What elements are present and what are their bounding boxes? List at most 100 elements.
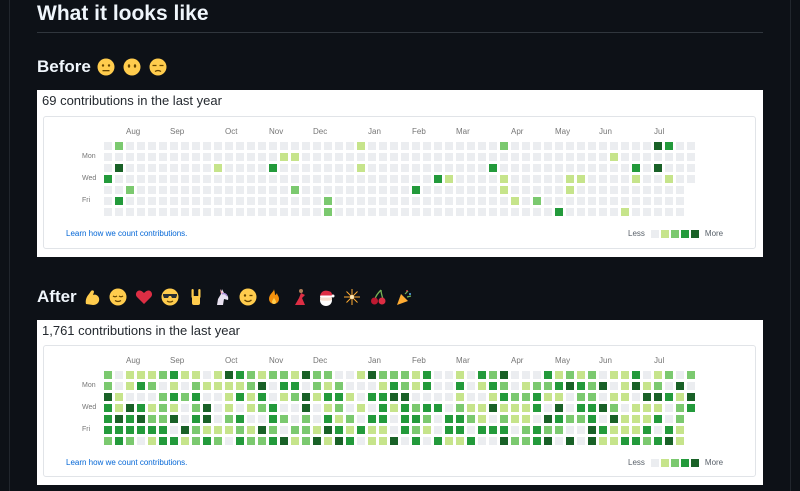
contribution-day-cell[interactable] bbox=[445, 437, 453, 445]
contribution-day-cell[interactable] bbox=[478, 208, 486, 216]
contribution-day-cell[interactable] bbox=[544, 142, 552, 150]
contribution-day-cell[interactable] bbox=[577, 175, 585, 183]
contribution-day-cell[interactable] bbox=[654, 371, 662, 379]
contribution-day-cell[interactable] bbox=[236, 142, 244, 150]
contribution-day-cell[interactable] bbox=[445, 153, 453, 161]
contribution-day-cell[interactable] bbox=[137, 186, 145, 194]
contribution-day-cell[interactable] bbox=[643, 197, 651, 205]
contribution-day-cell[interactable] bbox=[313, 404, 321, 412]
contribution-day-cell[interactable] bbox=[225, 415, 233, 423]
contribution-day-cell[interactable] bbox=[566, 208, 574, 216]
contribution-day-cell[interactable] bbox=[181, 164, 189, 172]
contribution-day-cell[interactable] bbox=[346, 164, 354, 172]
contribution-day-cell[interactable] bbox=[159, 415, 167, 423]
contribution-day-cell[interactable] bbox=[346, 437, 354, 445]
contribution-day-cell[interactable] bbox=[346, 175, 354, 183]
contribution-day-cell[interactable] bbox=[357, 186, 365, 194]
contribution-day-cell[interactable] bbox=[192, 393, 200, 401]
contribution-day-cell[interactable] bbox=[225, 426, 233, 434]
contribution-day-cell[interactable] bbox=[423, 393, 431, 401]
contribution-day-cell[interactable] bbox=[434, 426, 442, 434]
contribution-day-cell[interactable] bbox=[478, 382, 486, 390]
contribution-day-cell[interactable] bbox=[423, 164, 431, 172]
contribution-day-cell[interactable] bbox=[522, 197, 530, 205]
contribution-day-cell[interactable] bbox=[467, 208, 475, 216]
contribution-day-cell[interactable] bbox=[665, 142, 673, 150]
contribution-day-cell[interactable] bbox=[467, 404, 475, 412]
contribution-day-cell[interactable] bbox=[247, 186, 255, 194]
contribution-day-cell[interactable] bbox=[654, 153, 662, 161]
contribution-day-cell[interactable] bbox=[170, 197, 178, 205]
contribution-day-cell[interactable] bbox=[544, 153, 552, 161]
contribution-day-cell[interactable] bbox=[445, 142, 453, 150]
contribution-day-cell[interactable] bbox=[126, 404, 134, 412]
contribution-day-cell[interactable] bbox=[302, 153, 310, 161]
contribution-day-cell[interactable] bbox=[104, 426, 112, 434]
contribution-day-cell[interactable] bbox=[544, 404, 552, 412]
contribution-day-cell[interactable] bbox=[434, 393, 442, 401]
contribution-day-cell[interactable] bbox=[643, 415, 651, 423]
contribution-day-cell[interactable] bbox=[236, 197, 244, 205]
contribution-day-cell[interactable] bbox=[533, 404, 541, 412]
contribution-day-cell[interactable] bbox=[335, 415, 343, 423]
contribution-day-cell[interactable] bbox=[181, 371, 189, 379]
contribution-day-cell[interactable] bbox=[621, 186, 629, 194]
contribution-day-cell[interactable] bbox=[632, 142, 640, 150]
contribution-day-cell[interactable] bbox=[302, 437, 310, 445]
contribution-day-cell[interactable] bbox=[302, 393, 310, 401]
contribution-day-cell[interactable] bbox=[115, 415, 123, 423]
contribution-day-cell[interactable] bbox=[654, 208, 662, 216]
contribution-day-cell[interactable] bbox=[324, 404, 332, 412]
contribution-day-cell[interactable] bbox=[687, 142, 695, 150]
contribution-day-cell[interactable] bbox=[401, 415, 409, 423]
contribution-day-cell[interactable] bbox=[280, 382, 288, 390]
contribution-day-cell[interactable] bbox=[368, 164, 376, 172]
contribution-day-cell[interactable] bbox=[115, 164, 123, 172]
contribution-day-cell[interactable] bbox=[533, 415, 541, 423]
contribution-day-cell[interactable] bbox=[170, 404, 178, 412]
contribution-day-cell[interactable] bbox=[170, 153, 178, 161]
contribution-day-cell[interactable] bbox=[203, 175, 211, 183]
contribution-day-cell[interactable] bbox=[346, 382, 354, 390]
contribution-day-cell[interactable] bbox=[654, 186, 662, 194]
contribution-day-cell[interactable] bbox=[467, 175, 475, 183]
contribution-day-cell[interactable] bbox=[412, 142, 420, 150]
contribution-day-cell[interactable] bbox=[654, 175, 662, 183]
contribution-day-cell[interactable] bbox=[302, 197, 310, 205]
contribution-day-cell[interactable] bbox=[423, 437, 431, 445]
contribution-day-cell[interactable] bbox=[280, 208, 288, 216]
contribution-day-cell[interactable] bbox=[192, 208, 200, 216]
contribution-day-cell[interactable] bbox=[401, 437, 409, 445]
contribution-day-cell[interactable] bbox=[302, 186, 310, 194]
contribution-day-cell[interactable] bbox=[258, 437, 266, 445]
contribution-day-cell[interactable] bbox=[676, 371, 684, 379]
contribution-day-cell[interactable] bbox=[489, 175, 497, 183]
contribution-day-cell[interactable] bbox=[170, 415, 178, 423]
contribution-day-cell[interactable] bbox=[159, 142, 167, 150]
contribution-day-cell[interactable] bbox=[423, 426, 431, 434]
contribution-day-cell[interactable] bbox=[544, 393, 552, 401]
contribution-day-cell[interactable] bbox=[346, 208, 354, 216]
contribution-day-cell[interactable] bbox=[555, 404, 563, 412]
contribution-day-cell[interactable] bbox=[115, 404, 123, 412]
contribution-day-cell[interactable] bbox=[368, 186, 376, 194]
contribution-day-cell[interactable] bbox=[104, 415, 112, 423]
contribution-day-cell[interactable] bbox=[126, 437, 134, 445]
contribution-day-cell[interactable] bbox=[104, 437, 112, 445]
contribution-day-cell[interactable] bbox=[291, 371, 299, 379]
contribution-day-cell[interactable] bbox=[302, 142, 310, 150]
contribution-day-cell[interactable] bbox=[456, 437, 464, 445]
contribution-day-cell[interactable] bbox=[445, 208, 453, 216]
contribution-day-cell[interactable] bbox=[214, 437, 222, 445]
contribution-day-cell[interactable] bbox=[368, 175, 376, 183]
learn-contributions-link[interactable]: Learn how we count contributions. bbox=[66, 458, 188, 467]
contribution-day-cell[interactable] bbox=[181, 142, 189, 150]
contribution-day-cell[interactable] bbox=[500, 142, 508, 150]
contribution-day-cell[interactable] bbox=[676, 208, 684, 216]
contribution-day-cell[interactable] bbox=[247, 382, 255, 390]
contribution-day-cell[interactable] bbox=[203, 208, 211, 216]
contribution-day-cell[interactable] bbox=[533, 164, 541, 172]
contribution-day-cell[interactable] bbox=[522, 415, 530, 423]
contribution-day-cell[interactable] bbox=[379, 175, 387, 183]
contribution-day-cell[interactable] bbox=[379, 164, 387, 172]
